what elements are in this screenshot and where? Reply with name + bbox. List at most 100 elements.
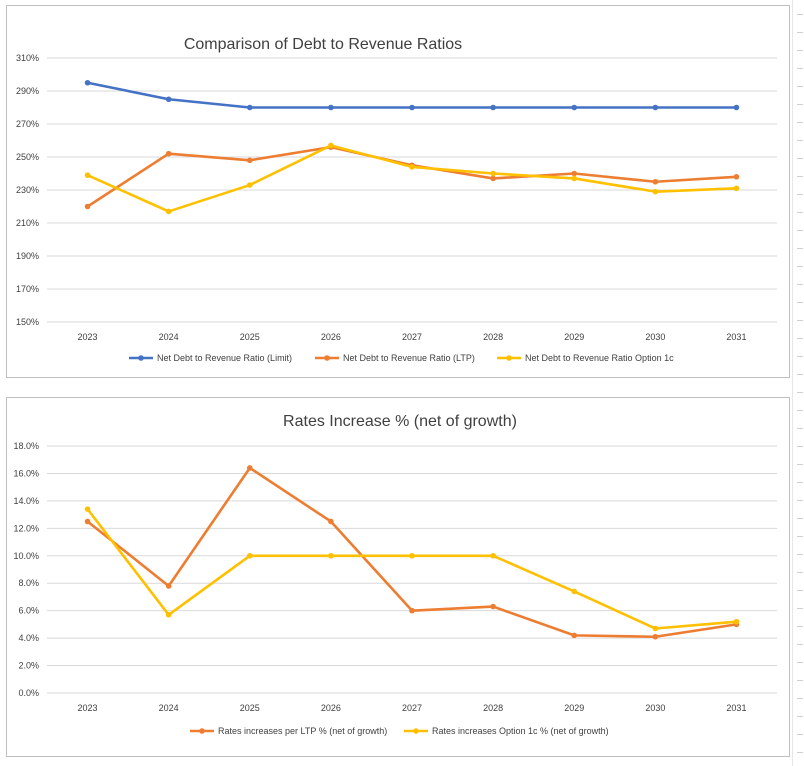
data-point	[652, 633, 659, 640]
row-gridline-mark	[797, 248, 803, 249]
legend-marker	[324, 355, 330, 361]
data-point	[165, 150, 172, 157]
data-point	[84, 518, 91, 525]
data-point	[490, 170, 496, 177]
x-tick-label: 2029	[564, 703, 584, 713]
row-gridline-mark	[797, 698, 803, 699]
data-point	[409, 164, 415, 170]
chart-title: Comparison of Debt to Revenue Ratios	[184, 36, 462, 53]
y-tick-label: 230%	[16, 185, 39, 195]
data-point	[571, 104, 578, 111]
y-tick-label: 0.0%	[18, 688, 39, 698]
y-tick-label: 12.0%	[13, 523, 39, 533]
row-gridline-mark	[797, 104, 803, 105]
data-point	[165, 583, 172, 589]
data-point	[490, 552, 496, 559]
row-gridline-mark	[797, 716, 803, 717]
data-point	[246, 465, 253, 471]
x-tick-label: 2030	[645, 703, 665, 713]
data-point	[165, 208, 172, 215]
y-tick-label: 150%	[16, 317, 39, 327]
y-tick-label: 16.0%	[13, 468, 39, 478]
y-tick-label: 18.0%	[13, 441, 39, 451]
row-gridline-mark	[797, 392, 803, 393]
x-tick-label: 2030	[645, 332, 665, 342]
data-point	[652, 178, 659, 185]
row-gridline-mark	[797, 320, 803, 321]
row-gridline-mark	[797, 734, 803, 735]
row-gridline-mark	[797, 176, 803, 177]
data-point	[652, 104, 659, 111]
rates-increase-chart: Rates Increase % (net of growth) 0.0% 2.0%…	[13, 413, 777, 736]
data-point	[652, 625, 659, 632]
row-gridline-mark	[797, 212, 803, 213]
y-tick-label: 210%	[16, 218, 39, 228]
row-gridline-mark	[797, 482, 803, 483]
data-point	[328, 142, 334, 149]
data-point	[571, 588, 578, 595]
legend-label: Net Debt to Revenue Ratio (Limit)	[157, 353, 292, 363]
x-tick-label: 2025	[240, 332, 260, 342]
chart-title: Rates Increase % (net of growth)	[283, 413, 517, 430]
legend-label: Net Debt to Revenue Ratio Option 1c	[525, 353, 674, 363]
data-point	[84, 203, 91, 210]
row-gridline-mark	[797, 428, 803, 429]
data-point	[733, 104, 740, 111]
y-tick-label: 310%	[16, 53, 39, 63]
row-gridline-mark	[797, 590, 803, 591]
y-tick-label: 170%	[16, 284, 39, 294]
data-point	[571, 170, 578, 177]
row-gridline-mark	[797, 680, 803, 681]
row-gridline-mark	[797, 752, 803, 753]
x-tick-label: 2028	[483, 332, 503, 342]
row-gridline-mark	[797, 374, 803, 375]
data-point	[84, 506, 91, 512]
row-gridline-mark	[797, 500, 803, 501]
data-point	[490, 603, 496, 610]
legend-marker	[506, 355, 512, 361]
row-gridline-mark	[797, 194, 803, 195]
row-gridline-mark	[797, 464, 803, 465]
x-tick-label: 2028	[483, 703, 503, 713]
x-tick-label: 2027	[402, 332, 422, 342]
debt-ratio-chart: Comparison of Debt to Revenue Ratios 150%…	[16, 36, 777, 363]
x-tick-label: 2024	[159, 703, 179, 713]
sheet-right-edge	[792, 0, 804, 766]
x-tick-label: 2023	[78, 703, 98, 713]
series-line	[86, 145, 738, 208]
y-tick-label: 14.0%	[13, 496, 39, 506]
data-point	[571, 175, 578, 182]
data-point	[165, 611, 172, 618]
data-point	[490, 104, 496, 111]
data-point	[733, 618, 740, 625]
x-tick-label: 2023	[78, 332, 98, 342]
row-gridline-mark	[797, 536, 803, 537]
row-gridline-mark	[797, 14, 803, 15]
series-line	[86, 81, 738, 109]
row-gridline-mark	[797, 338, 803, 339]
row-gridline-mark	[797, 608, 803, 609]
row-gridline-mark	[797, 68, 803, 69]
data-point	[409, 607, 415, 614]
legend-label: Rates increases Option 1c % (net of grow…	[432, 726, 609, 736]
row-gridline-mark	[797, 572, 803, 573]
x-tick-label: 2024	[159, 332, 179, 342]
x-tick-label: 2031	[726, 332, 746, 342]
debt-ratio-chart-panel: Comparison of Debt to Revenue Ratios 150%…	[6, 5, 790, 378]
data-point	[652, 188, 659, 195]
row-gridline-mark	[797, 158, 803, 159]
row-gridline-mark	[797, 554, 803, 555]
data-point	[409, 552, 415, 559]
row-gridline-mark	[797, 230, 803, 231]
y-tick-label: 290%	[16, 86, 39, 96]
row-gridline-mark	[797, 644, 803, 645]
y-tick-label: 190%	[16, 251, 39, 261]
row-gridline-mark	[797, 50, 803, 51]
data-point	[246, 104, 253, 111]
y-tick-label: 4.0%	[18, 633, 39, 643]
data-point	[84, 172, 91, 178]
row-gridline-mark	[797, 446, 803, 447]
legend-marker	[199, 728, 205, 734]
data-point	[84, 79, 91, 86]
x-tick-label: 2029	[564, 332, 584, 342]
